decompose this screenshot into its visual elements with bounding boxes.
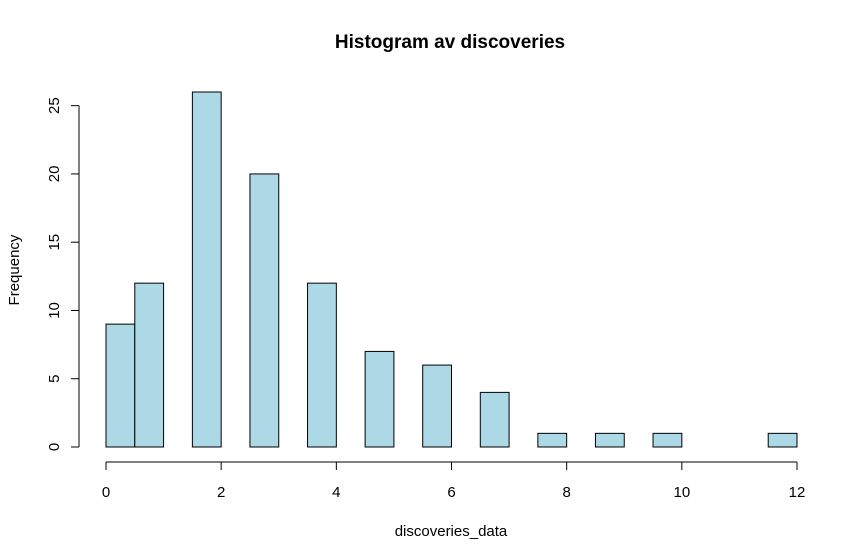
histogram-bar-0 xyxy=(105,323,136,448)
x-tick-label: 12 xyxy=(789,484,806,501)
y-axis-label: Frequency xyxy=(6,234,23,305)
x-axis: 0 2 4 6 8 10 12 xyxy=(102,461,806,501)
chart-title: Histogram av discoveries xyxy=(335,32,565,53)
y-tick-label: 20 xyxy=(46,166,63,183)
histogram-bars xyxy=(105,91,798,448)
histogram-bar-7 xyxy=(307,282,337,448)
histogram-bar-19 xyxy=(652,432,683,448)
y-axis: 0 5 10 15 20 25 xyxy=(46,97,80,451)
y-tick-label: 25 xyxy=(46,97,63,114)
histogram-bar-9 xyxy=(364,350,395,448)
histogram-bar-5 xyxy=(249,173,280,448)
histogram-bar-1 xyxy=(134,282,165,448)
x-axis-label: discoveries_data xyxy=(395,523,508,540)
x-tick-label: 8 xyxy=(562,484,570,501)
histogram-bar-11 xyxy=(422,364,453,448)
x-tick-label: 2 xyxy=(217,484,225,501)
histogram-bar-13 xyxy=(479,391,510,448)
y-tick-label: 10 xyxy=(46,302,63,319)
x-tick-label: 4 xyxy=(332,484,340,501)
histogram-bar-3 xyxy=(191,91,222,448)
y-tick-label: 0 xyxy=(46,443,63,451)
y-tick-label: 15 xyxy=(46,234,63,251)
x-tick-label: 6 xyxy=(447,484,455,501)
histogram-bar-15 xyxy=(537,432,568,448)
histogram-bar-23 xyxy=(767,432,798,448)
x-tick-label: 10 xyxy=(673,484,690,501)
histogram-bar-17 xyxy=(594,432,625,448)
x-tick-label: 0 xyxy=(102,484,110,501)
y-tick-label: 5 xyxy=(46,375,63,383)
